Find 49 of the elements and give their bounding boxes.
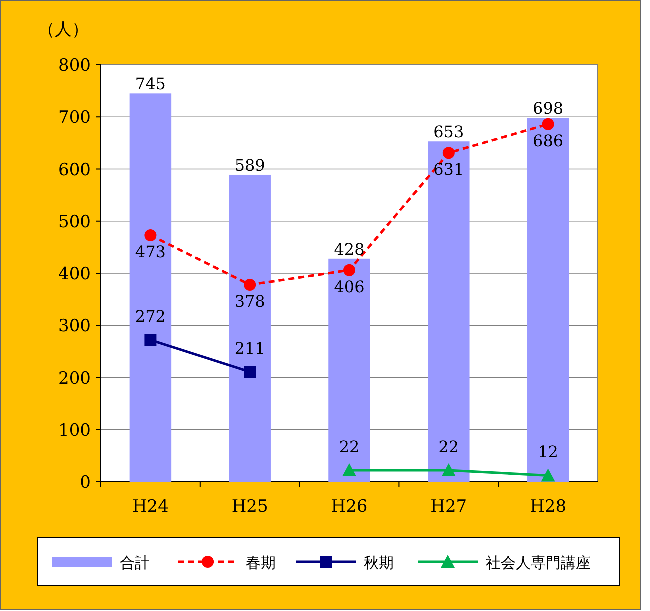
point	[244, 278, 256, 291]
data-label: 653	[434, 122, 464, 142]
legend-label: 秋期	[364, 554, 394, 572]
data-label: 22	[339, 438, 360, 457]
x-tick-label: H26	[331, 497, 368, 517]
point	[541, 468, 556, 482]
x-tick-label: H24	[132, 497, 169, 517]
data-label: 473	[135, 242, 166, 262]
bar	[428, 142, 470, 482]
data-label: 745	[135, 74, 166, 94]
point	[342, 464, 356, 477]
data-label: 631	[434, 160, 464, 180]
legend-label: 合計	[120, 554, 150, 572]
data-label: 378	[234, 292, 266, 311]
bar	[527, 118, 570, 482]
data-label: 211	[234, 339, 266, 358]
point	[144, 334, 157, 346]
y-tick-label: 800	[58, 56, 91, 76]
x-tick-label: H27	[430, 497, 468, 517]
y-tick-label: 500	[58, 212, 91, 232]
x-tick-label: H28	[530, 497, 567, 517]
bar	[229, 174, 271, 482]
data-label: 686	[533, 131, 564, 150]
y-tick-label: 400	[58, 264, 91, 284]
bar	[130, 94, 172, 482]
y-tick-label: 700	[58, 108, 91, 128]
data-label: 428	[334, 240, 365, 259]
data-label: 406	[334, 277, 365, 296]
point	[244, 366, 256, 378]
point	[542, 118, 554, 130]
x-tick-label: H25	[232, 497, 268, 517]
y-axis-title: （人）	[38, 20, 89, 40]
y-tick-label: 300	[58, 316, 91, 337]
legend-label: 社会人専門講座	[486, 554, 591, 572]
data-label: 272	[135, 307, 166, 326]
bar	[328, 258, 370, 482]
legend-label: 春期	[246, 554, 276, 572]
point	[344, 264, 356, 276]
point	[442, 464, 456, 477]
point	[144, 229, 157, 242]
point	[442, 147, 455, 160]
y-tick-label: 100	[58, 420, 91, 441]
y-tick-label: 0	[80, 473, 91, 493]
y-tick-label: 200	[58, 368, 91, 389]
y-tick-label: 600	[58, 160, 91, 180]
data-label: 698	[533, 99, 564, 118]
data-label: 12	[538, 442, 558, 462]
data-label: 589	[234, 156, 266, 175]
data-label: 22	[438, 438, 460, 457]
